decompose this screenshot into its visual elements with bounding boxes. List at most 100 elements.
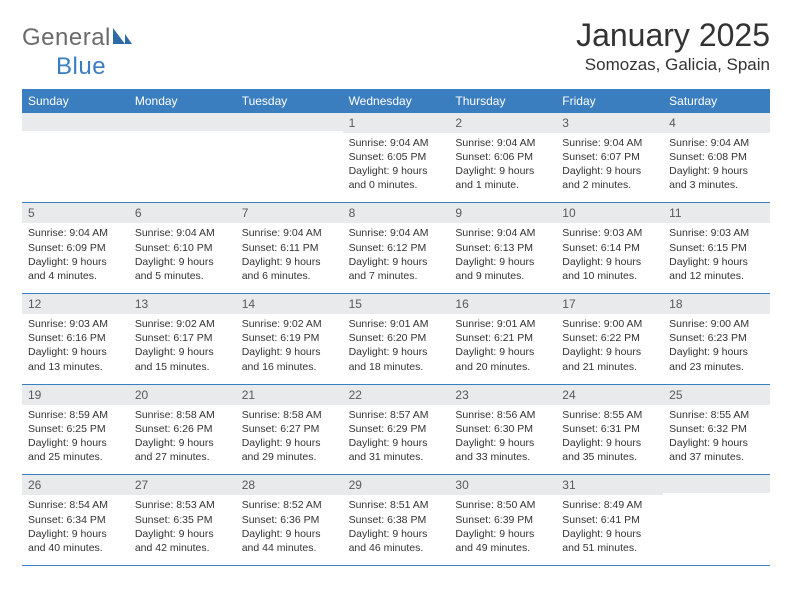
calendar-week: 5Sunrise: 9:04 AMSunset: 6:09 PMDaylight… xyxy=(22,203,770,294)
day-details: Sunrise: 8:52 AMSunset: 6:36 PMDaylight:… xyxy=(236,495,343,565)
day-details: Sunrise: 9:01 AMSunset: 6:20 PMDaylight:… xyxy=(343,314,450,384)
day-details: Sunrise: 8:53 AMSunset: 6:35 PMDaylight:… xyxy=(129,495,236,565)
day-number: 4 xyxy=(663,113,770,133)
day-number xyxy=(129,113,236,131)
page-title: January 2025 xyxy=(576,18,770,53)
calendar-cell: 9Sunrise: 9:04 AMSunset: 6:13 PMDaylight… xyxy=(449,203,556,293)
day-number: 20 xyxy=(129,385,236,405)
day-number: 11 xyxy=(663,203,770,223)
calendar-cell: 15Sunrise: 9:01 AMSunset: 6:20 PMDayligh… xyxy=(343,294,450,384)
calendar-cell: 6Sunrise: 9:04 AMSunset: 6:10 PMDaylight… xyxy=(129,203,236,293)
calendar-cell: 31Sunrise: 8:49 AMSunset: 6:41 PMDayligh… xyxy=(556,475,663,565)
day-number: 6 xyxy=(129,203,236,223)
calendar-body: 1Sunrise: 9:04 AMSunset: 6:05 PMDaylight… xyxy=(22,113,770,566)
calendar-cell: 3Sunrise: 9:04 AMSunset: 6:07 PMDaylight… xyxy=(556,113,663,203)
day-number: 12 xyxy=(22,294,129,314)
calendar-cell: 21Sunrise: 8:58 AMSunset: 6:27 PMDayligh… xyxy=(236,385,343,475)
calendar-week: 12Sunrise: 9:03 AMSunset: 6:16 PMDayligh… xyxy=(22,294,770,385)
day-details: Sunrise: 9:00 AMSunset: 6:22 PMDaylight:… xyxy=(556,314,663,384)
day-number: 22 xyxy=(343,385,450,405)
calendar-week: 19Sunrise: 8:59 AMSunset: 6:25 PMDayligh… xyxy=(22,385,770,476)
day-details: Sunrise: 8:57 AMSunset: 6:29 PMDaylight:… xyxy=(343,405,450,475)
day-number: 2 xyxy=(449,113,556,133)
day-details: Sunrise: 8:59 AMSunset: 6:25 PMDaylight:… xyxy=(22,405,129,475)
calendar-cell: 10Sunrise: 9:03 AMSunset: 6:14 PMDayligh… xyxy=(556,203,663,293)
day-number: 28 xyxy=(236,475,343,495)
day-details: Sunrise: 9:01 AMSunset: 6:21 PMDaylight:… xyxy=(449,314,556,384)
day-details xyxy=(236,131,343,193)
calendar-cell: 1Sunrise: 9:04 AMSunset: 6:05 PMDaylight… xyxy=(343,113,450,203)
calendar-cell xyxy=(236,113,343,203)
day-details: Sunrise: 9:02 AMSunset: 6:19 PMDaylight:… xyxy=(236,314,343,384)
calendar-cell: 2Sunrise: 9:04 AMSunset: 6:06 PMDaylight… xyxy=(449,113,556,203)
calendar-cell: 16Sunrise: 9:01 AMSunset: 6:21 PMDayligh… xyxy=(449,294,556,384)
day-details: Sunrise: 8:51 AMSunset: 6:38 PMDaylight:… xyxy=(343,495,450,565)
day-number xyxy=(663,475,770,493)
day-details: Sunrise: 8:54 AMSunset: 6:34 PMDaylight:… xyxy=(22,495,129,565)
day-number: 30 xyxy=(449,475,556,495)
day-details: Sunrise: 9:03 AMSunset: 6:16 PMDaylight:… xyxy=(22,314,129,384)
calendar-cell: 4Sunrise: 9:04 AMSunset: 6:08 PMDaylight… xyxy=(663,113,770,203)
weekday-header: Friday xyxy=(556,89,663,113)
day-number: 8 xyxy=(343,203,450,223)
calendar-cell: 14Sunrise: 9:02 AMSunset: 6:19 PMDayligh… xyxy=(236,294,343,384)
day-number: 19 xyxy=(22,385,129,405)
day-number: 23 xyxy=(449,385,556,405)
calendar-cell: 19Sunrise: 8:59 AMSunset: 6:25 PMDayligh… xyxy=(22,385,129,475)
logo-text-left: General xyxy=(22,24,111,51)
day-details: Sunrise: 9:04 AMSunset: 6:05 PMDaylight:… xyxy=(343,133,450,203)
weekday-header: Saturday xyxy=(663,89,770,113)
calendar-week: 26Sunrise: 8:54 AMSunset: 6:34 PMDayligh… xyxy=(22,475,770,566)
calendar-cell: 5Sunrise: 9:04 AMSunset: 6:09 PMDaylight… xyxy=(22,203,129,293)
calendar-cell: 18Sunrise: 9:00 AMSunset: 6:23 PMDayligh… xyxy=(663,294,770,384)
day-number: 7 xyxy=(236,203,343,223)
title-block: January 2025 Somozas, Galicia, Spain xyxy=(576,18,770,75)
calendar-cell: 13Sunrise: 9:02 AMSunset: 6:17 PMDayligh… xyxy=(129,294,236,384)
day-details: Sunrise: 8:55 AMSunset: 6:32 PMDaylight:… xyxy=(663,405,770,475)
weekday-header: Sunday xyxy=(22,89,129,113)
logo-text-right: Blue xyxy=(56,53,106,80)
day-number: 10 xyxy=(556,203,663,223)
day-details: Sunrise: 9:04 AMSunset: 6:11 PMDaylight:… xyxy=(236,223,343,293)
day-number: 25 xyxy=(663,385,770,405)
day-number: 9 xyxy=(449,203,556,223)
weekday-header: Thursday xyxy=(449,89,556,113)
calendar: SundayMondayTuesdayWednesdayThursdayFrid… xyxy=(22,89,770,566)
calendar-cell: 26Sunrise: 8:54 AMSunset: 6:34 PMDayligh… xyxy=(22,475,129,565)
day-number: 31 xyxy=(556,475,663,495)
day-number: 17 xyxy=(556,294,663,314)
day-number: 27 xyxy=(129,475,236,495)
day-details xyxy=(22,131,129,193)
day-details: Sunrise: 9:04 AMSunset: 6:10 PMDaylight:… xyxy=(129,223,236,293)
day-number: 18 xyxy=(663,294,770,314)
day-details: Sunrise: 9:00 AMSunset: 6:23 PMDaylight:… xyxy=(663,314,770,384)
header: GeneralBlue January 2025 Somozas, Galici… xyxy=(22,18,770,81)
day-number: 16 xyxy=(449,294,556,314)
day-details xyxy=(129,131,236,193)
day-details: Sunrise: 9:03 AMSunset: 6:15 PMDaylight:… xyxy=(663,223,770,293)
calendar-cell: 22Sunrise: 8:57 AMSunset: 6:29 PMDayligh… xyxy=(343,385,450,475)
calendar-cell: 27Sunrise: 8:53 AMSunset: 6:35 PMDayligh… xyxy=(129,475,236,565)
day-details: Sunrise: 8:55 AMSunset: 6:31 PMDaylight:… xyxy=(556,405,663,475)
day-details: Sunrise: 9:04 AMSunset: 6:06 PMDaylight:… xyxy=(449,133,556,203)
day-details: Sunrise: 9:04 AMSunset: 6:12 PMDaylight:… xyxy=(343,223,450,293)
calendar-cell: 17Sunrise: 9:00 AMSunset: 6:22 PMDayligh… xyxy=(556,294,663,384)
calendar-cell xyxy=(663,475,770,565)
calendar-cell xyxy=(129,113,236,203)
day-number: 26 xyxy=(22,475,129,495)
calendar-cell: 20Sunrise: 8:58 AMSunset: 6:26 PMDayligh… xyxy=(129,385,236,475)
calendar-cell: 25Sunrise: 8:55 AMSunset: 6:32 PMDayligh… xyxy=(663,385,770,475)
day-number: 13 xyxy=(129,294,236,314)
calendar-cell: 28Sunrise: 8:52 AMSunset: 6:36 PMDayligh… xyxy=(236,475,343,565)
calendar-cell: 11Sunrise: 9:03 AMSunset: 6:15 PMDayligh… xyxy=(663,203,770,293)
day-number: 15 xyxy=(343,294,450,314)
calendar-cell: 7Sunrise: 9:04 AMSunset: 6:11 PMDaylight… xyxy=(236,203,343,293)
calendar-cell: 29Sunrise: 8:51 AMSunset: 6:38 PMDayligh… xyxy=(343,475,450,565)
weekday-header: Tuesday xyxy=(236,89,343,113)
day-number: 3 xyxy=(556,113,663,133)
day-details: Sunrise: 8:50 AMSunset: 6:39 PMDaylight:… xyxy=(449,495,556,565)
day-details: Sunrise: 9:04 AMSunset: 6:07 PMDaylight:… xyxy=(556,133,663,203)
weekday-header: Wednesday xyxy=(343,89,450,113)
calendar-cell: 30Sunrise: 8:50 AMSunset: 6:39 PMDayligh… xyxy=(449,475,556,565)
calendar-cell: 23Sunrise: 8:56 AMSunset: 6:30 PMDayligh… xyxy=(449,385,556,475)
